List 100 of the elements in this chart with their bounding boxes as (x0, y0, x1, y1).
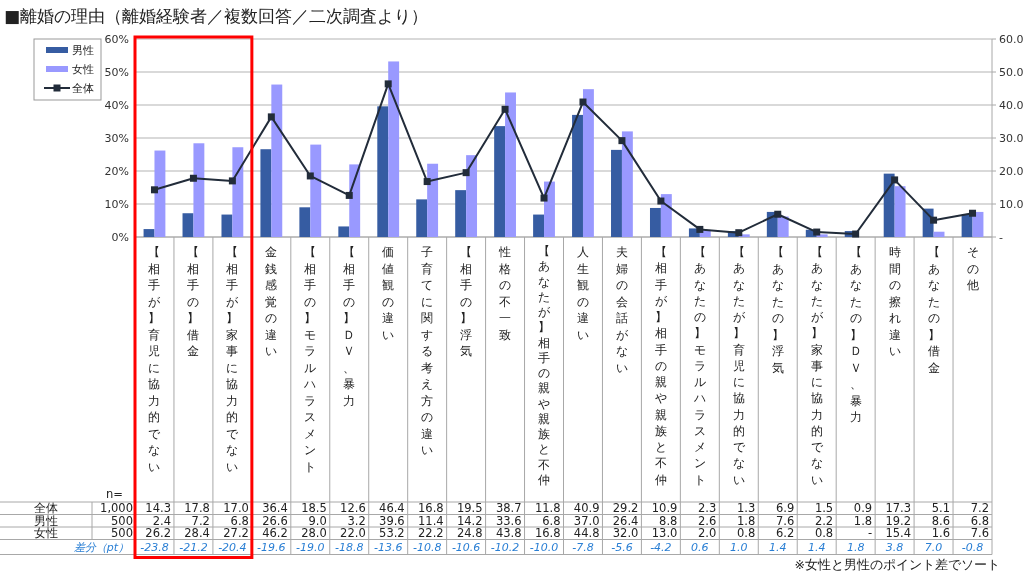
text: 女性 (34, 526, 58, 541)
data-label: 17.0 (223, 501, 249, 516)
data-label: 40.9 (573, 501, 600, 516)
bar (572, 114, 583, 237)
text: -10.6 (451, 541, 481, 554)
bar (193, 143, 205, 237)
bar (505, 92, 516, 237)
data-label: 32.0 (612, 526, 639, 541)
point (618, 137, 626, 145)
bar (143, 229, 155, 237)
bar (660, 194, 672, 237)
bar (777, 216, 789, 237)
data-label: 13.0 (651, 526, 678, 541)
x-tick-label: 人生観の違い (575, 244, 590, 343)
bar (338, 226, 350, 237)
text: 1.4 (769, 541, 787, 554)
category-label: 【あなたが】相手の親や親族と不仲 (538, 244, 550, 487)
data-label: 17.3 (885, 501, 912, 516)
x-tick-label: 夫婦の会話がない (614, 244, 629, 376)
data-label: 26.6 (262, 513, 288, 528)
x-tick-label: その他 (965, 244, 980, 294)
bar (427, 163, 439, 237)
category-label: 【相手が】家事に協力的でない (226, 245, 239, 474)
category-label: 子育てに関する考え方の違い (421, 245, 434, 457)
data-label: 3.2 (347, 513, 366, 528)
y2-tick-label: 40.0 (999, 99, 1024, 112)
point (462, 169, 470, 177)
point (189, 174, 197, 182)
data-label: 1.8 (853, 513, 873, 528)
data-label: 8.8 (659, 513, 678, 528)
point (267, 113, 275, 121)
data-label: 2.0 (698, 526, 717, 541)
data-label: 6.8 (542, 513, 561, 528)
data-label: 27.2 (223, 526, 249, 541)
bar (377, 106, 389, 237)
y-tick-label: 40% (104, 99, 129, 112)
data-label: 22.2 (418, 526, 444, 541)
data-label: 46.4 (379, 501, 405, 516)
bar (232, 147, 244, 237)
bar (544, 181, 555, 237)
text: -18.8 (335, 541, 364, 554)
text: 男性 (34, 513, 58, 528)
point (852, 230, 860, 238)
text: -0.8 (961, 541, 984, 554)
bar (455, 190, 467, 237)
category-label: 【あなたの】モラルハラスメント (693, 245, 706, 487)
y2-tick-label: - (999, 231, 1003, 244)
text: -21.2 (179, 541, 208, 554)
point (579, 98, 587, 106)
point (657, 197, 665, 205)
data-label: 12.6 (340, 501, 366, 516)
bar (271, 84, 283, 237)
point (345, 191, 353, 199)
data-label: 17.8 (184, 501, 210, 516)
y-tick-label: 10% (104, 198, 129, 211)
bar (416, 199, 428, 237)
bar (260, 149, 272, 237)
x-tick-label: 【相手の】借金 (186, 244, 201, 360)
text: -7.8 (572, 541, 594, 554)
data-label: 28.0 (301, 526, 327, 541)
bar (611, 149, 622, 237)
data-label: 10.9 (651, 501, 678, 516)
data-label: 36.4 (262, 501, 288, 516)
category-label: 【あなたが】育児に協力的でない (732, 245, 745, 487)
data-label: 6.8 (970, 513, 989, 528)
bar (894, 186, 906, 237)
category-label: 【あなたが】家事に協力的でない (810, 245, 823, 487)
point (813, 228, 821, 236)
y2-tick-label: 60.0 (999, 33, 1024, 46)
data-label: 43.8 (495, 526, 522, 541)
bar (182, 213, 194, 237)
text: -10.8 (412, 541, 442, 554)
text: ※女性と男性のポイント差でソート (794, 557, 1000, 572)
text: -20.4 (218, 541, 247, 554)
point (774, 210, 782, 218)
point (891, 176, 899, 184)
data-label: 19.5 (456, 501, 483, 516)
y2-tick-label: 20.0 (999, 165, 1024, 178)
data-label: 6.2 (775, 526, 795, 541)
data-label: 2.6 (698, 513, 717, 528)
text: 500 (111, 526, 133, 541)
data-label: 44.8 (573, 526, 600, 541)
point (930, 216, 938, 224)
text: 差分（pt） (73, 541, 129, 554)
text: 1.0 (730, 541, 748, 554)
bar (621, 131, 633, 237)
data-label: - (867, 526, 873, 541)
data-label: 37.0 (573, 513, 600, 528)
data-label: 19.2 (885, 513, 912, 528)
data-label: 2.3 (698, 501, 717, 516)
y-tick-label: 20% (104, 165, 129, 178)
bar (883, 173, 895, 237)
data-label: 1.8 (736, 513, 756, 528)
point (696, 225, 704, 233)
text: -5.6 (611, 541, 633, 554)
legend-label: 全体 (72, 82, 94, 95)
data-label: 6.9 (775, 501, 795, 516)
text: 0.6 (691, 541, 709, 554)
bar (961, 214, 973, 237)
data-label: 11.8 (534, 501, 561, 516)
